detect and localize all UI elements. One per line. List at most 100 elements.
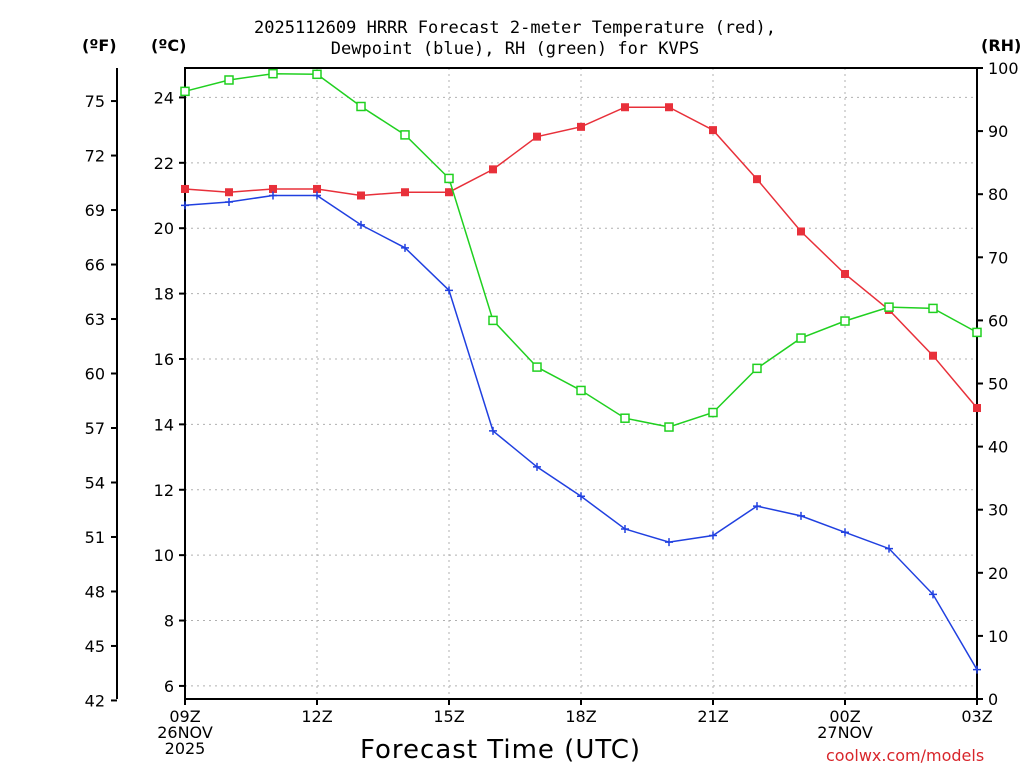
- dewpoint-point: [577, 492, 585, 501]
- temperature-point: [401, 188, 409, 197]
- temperature-point: [929, 351, 937, 360]
- rh-point: [664, 422, 674, 432]
- rh-point: [576, 385, 586, 396]
- rh-tick-label: 30: [988, 501, 1008, 520]
- rh-tick-label: 40: [988, 438, 1008, 457]
- temperature-point: [621, 103, 629, 112]
- fahrenheit-tick-label: 69: [85, 201, 105, 220]
- temperature-point: [445, 188, 453, 197]
- fahrenheit-unit-label: (ºF): [82, 36, 117, 55]
- rh-point: [356, 101, 366, 112]
- rh-point: [796, 333, 806, 343]
- celsius-tick-label: 8: [164, 612, 174, 631]
- dewpoint-point: [533, 462, 541, 471]
- rh-point: [532, 362, 542, 372]
- x-tick-label: 15Z: [433, 707, 464, 726]
- fahrenheit-tick-label: 42: [85, 691, 105, 710]
- rh-point: [972, 327, 982, 338]
- fahrenheit-tick-label: 75: [85, 92, 105, 111]
- rh-tick-label: 20: [988, 564, 1008, 583]
- temperature-point: [225, 188, 233, 197]
- celsius-tick-label: 6: [164, 677, 174, 696]
- x-axis-label: Forecast Time (UTC): [360, 735, 642, 765]
- temperature-point: [841, 269, 849, 278]
- rh-point: [488, 315, 498, 326]
- fahrenheit-tick-label: 66: [85, 256, 105, 275]
- temperature-point: [709, 126, 717, 135]
- fahrenheit-tick-label: 63: [85, 310, 105, 329]
- dewpoint-point: [841, 528, 849, 537]
- x-tick-label: 03Z: [961, 707, 992, 726]
- rh-point: [268, 68, 278, 79]
- rh-point: [840, 316, 850, 326]
- temperature-point: [797, 227, 805, 236]
- x-tick-label: 12Z: [301, 707, 332, 726]
- dewpoint-point: [401, 243, 409, 252]
- x-tick-label: 09Z: [169, 707, 200, 726]
- dewpoint-point: [313, 191, 321, 200]
- rh-tick-label: 50: [988, 375, 1008, 394]
- chart-title-line-2: Dewpoint (blue), RH (green) for KVPS: [330, 39, 700, 59]
- celsius-unit-label: (ºC): [151, 36, 187, 55]
- dewpoint-point: [709, 531, 717, 540]
- celsius-tick-label: 18: [154, 285, 174, 304]
- temperature-point: [973, 404, 981, 413]
- temperature-point: [357, 191, 365, 200]
- dewpoint-point: [665, 538, 673, 547]
- dewpoint-point: [973, 665, 981, 674]
- celsius-tick-label: 10: [154, 546, 174, 565]
- rh-point: [180, 86, 190, 97]
- fahrenheit-tick-label: 72: [85, 147, 105, 166]
- fahrenheit-tick-label: 57: [85, 419, 105, 438]
- chart-title-line-1: 2025112609 HRRR Forecast 2-meter Tempera…: [254, 18, 776, 38]
- celsius-tick-label: 24: [154, 88, 174, 107]
- temperature-point: [753, 175, 761, 184]
- x-tick-label: 00Z: [829, 707, 860, 726]
- dewpoint-point: [753, 502, 761, 511]
- rh-tick-label: 10: [988, 627, 1008, 646]
- x-tick-label: 18Z: [565, 707, 596, 726]
- fahrenheit-tick-label: 54: [85, 473, 105, 492]
- temperature-point: [489, 165, 497, 174]
- x-tick-label: 2025: [165, 739, 206, 758]
- fahrenheit-tick-label: 48: [85, 582, 105, 601]
- dewpoint-point: [181, 201, 189, 210]
- temperature-point: [577, 122, 585, 131]
- temperature-point: [313, 184, 321, 193]
- x-tick-label: 26NOV: [157, 723, 213, 742]
- celsius-tick-label: 16: [154, 350, 174, 369]
- rh-point: [752, 363, 762, 374]
- fahrenheit-tick-label: 60: [85, 365, 105, 384]
- rh-point: [884, 302, 894, 312]
- x-tick-label: 27NOV: [817, 723, 873, 742]
- rh-point: [708, 407, 718, 418]
- rh-point: [928, 303, 938, 314]
- dewpoint-point: [357, 220, 365, 229]
- rh-point: [400, 130, 410, 140]
- dewpoint-point: [269, 191, 277, 200]
- dewpoint-point: [885, 544, 893, 553]
- celsius-tick-label: 20: [154, 219, 174, 238]
- celsius-tick-label: 12: [154, 481, 174, 500]
- rh-tick-label: 90: [988, 122, 1008, 141]
- temperature-point: [665, 103, 673, 112]
- source-credit: coolwx.com/models: [826, 746, 985, 765]
- rh-point: [444, 173, 454, 184]
- dewpoint-point: [797, 511, 805, 520]
- temperature-point: [181, 184, 189, 193]
- rh-tick-label: 80: [988, 185, 1008, 204]
- rh-point: [312, 69, 322, 80]
- fahrenheit-tick-label: 51: [85, 528, 105, 547]
- celsius-tick-label: 22: [154, 154, 174, 173]
- dewpoint-point: [225, 198, 233, 207]
- dewpoint-point: [489, 426, 497, 435]
- temperature-point: [269, 184, 277, 193]
- rh-tick-label: 70: [988, 248, 1008, 267]
- rh-point: [620, 413, 630, 423]
- rh-tick-label: 60: [988, 311, 1008, 330]
- rh-tick-label: 0: [988, 690, 998, 709]
- rh-unit-label: (RH): [981, 36, 1022, 55]
- celsius-tick-label: 14: [154, 415, 174, 434]
